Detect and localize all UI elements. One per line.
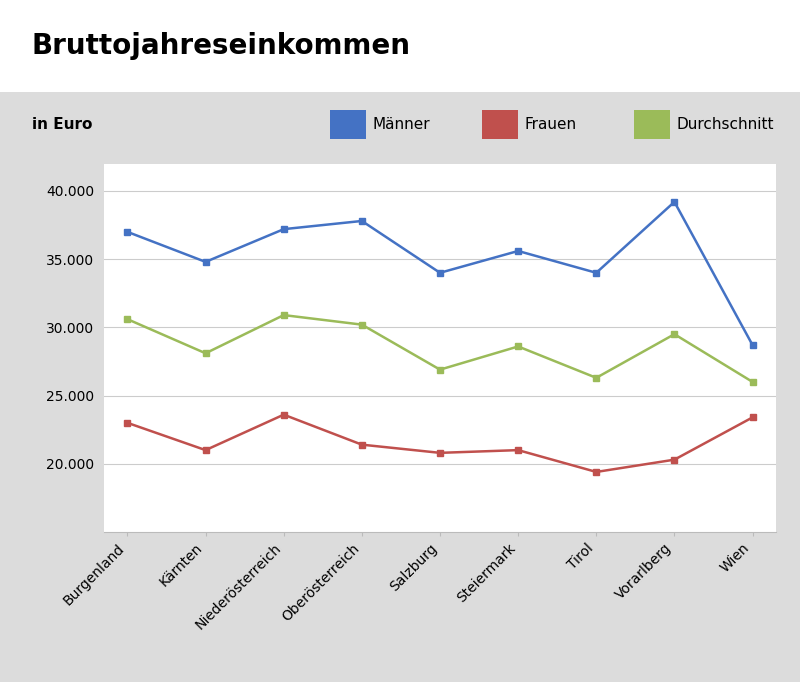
Text: Frauen: Frauen [524,117,576,132]
Text: in Euro: in Euro [32,117,92,132]
FancyBboxPatch shape [482,110,518,138]
Text: Durchschnitt: Durchschnitt [676,117,774,132]
FancyBboxPatch shape [634,110,670,138]
Text: Männer: Männer [372,117,430,132]
Text: Bruttojahreseinkommen: Bruttojahreseinkommen [32,32,411,60]
FancyBboxPatch shape [330,110,366,138]
